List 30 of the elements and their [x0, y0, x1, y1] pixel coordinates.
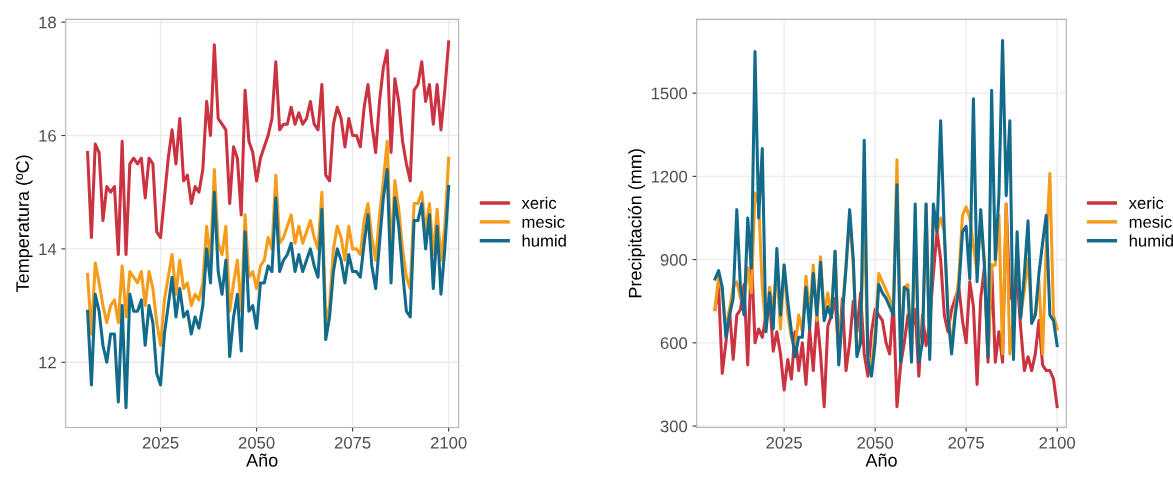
- legend-label: xeric: [1128, 196, 1164, 209]
- y-tick-label: 12: [39, 356, 56, 369]
- y-tick-label: 900: [660, 254, 688, 266]
- y-tick-label: 600: [660, 337, 688, 350]
- y-tick-label: 16: [39, 129, 56, 142]
- y-tick-label: 300: [660, 420, 688, 433]
- legend-label: humid: [522, 234, 566, 247]
- y-tick-label: 18: [39, 16, 56, 29]
- line-series: [713, 38, 1059, 378]
- y-axis-title: Precipitación (mm): [628, 149, 646, 298]
- legend-label: humid: [1129, 234, 1173, 247]
- x-tick-label: 2100: [430, 436, 467, 449]
- y-tick-label: 14: [39, 243, 57, 255]
- y-tick-label: 1500: [651, 87, 688, 100]
- x-axis-title: Año: [246, 453, 278, 467]
- x-tick-label: 2025: [766, 436, 802, 449]
- x-tick-label: 2075: [334, 436, 371, 449]
- x-axis-title: Año: [865, 453, 897, 467]
- line-series: [86, 168, 451, 410]
- legend-label: mesic: [1129, 215, 1172, 228]
- legend-label: xeric: [521, 196, 557, 209]
- x-tick-label: 2050: [857, 436, 894, 449]
- x-tick-label: 2025: [142, 436, 179, 449]
- x-tick-label: 2050: [238, 436, 275, 449]
- line-series: [86, 40, 451, 257]
- y-axis-title: Temperatura (ºC): [15, 155, 33, 292]
- legend-label: mesic: [522, 215, 565, 228]
- x-tick-label: 2075: [948, 436, 984, 449]
- y-tick-label: 1200: [651, 170, 688, 183]
- x-tick-label: 2100: [1039, 436, 1076, 449]
